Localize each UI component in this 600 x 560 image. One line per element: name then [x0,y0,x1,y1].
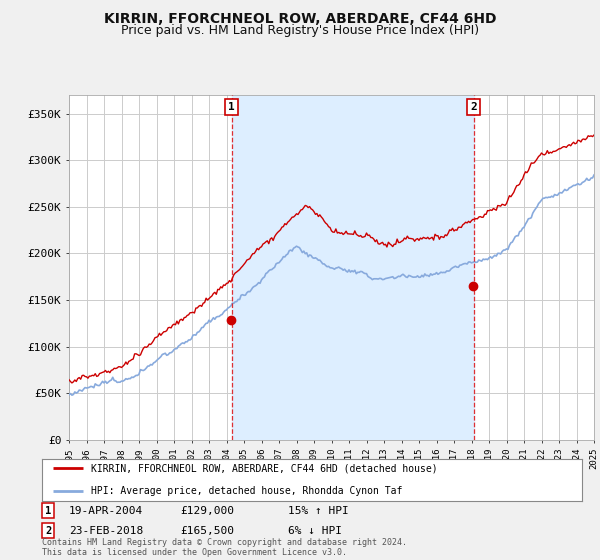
Text: 19-APR-2004: 19-APR-2004 [69,506,143,516]
Text: Price paid vs. HM Land Registry's House Price Index (HPI): Price paid vs. HM Land Registry's House … [121,24,479,36]
Text: 2: 2 [45,526,51,536]
Text: KIRRIN, FFORCHNEOL ROW, ABERDARE, CF44 6HD (detached house): KIRRIN, FFORCHNEOL ROW, ABERDARE, CF44 6… [91,464,437,473]
Text: 15% ↑ HPI: 15% ↑ HPI [288,506,349,516]
Text: 1: 1 [45,506,51,516]
Text: Contains HM Land Registry data © Crown copyright and database right 2024.
This d: Contains HM Land Registry data © Crown c… [42,538,407,557]
Text: 2: 2 [470,102,477,112]
Text: 6% ↓ HPI: 6% ↓ HPI [288,526,342,536]
Bar [232,95,473,440]
Text: £129,000: £129,000 [180,506,234,516]
Text: 1: 1 [228,102,235,112]
Text: 23-FEB-2018: 23-FEB-2018 [69,526,143,536]
Text: £165,500: £165,500 [180,526,234,536]
Text: KIRRIN, FFORCHNEOL ROW, ABERDARE, CF44 6HD: KIRRIN, FFORCHNEOL ROW, ABERDARE, CF44 6… [104,12,496,26]
Text: HPI: Average price, detached house, Rhondda Cynon Taf: HPI: Average price, detached house, Rhon… [91,486,402,496]
